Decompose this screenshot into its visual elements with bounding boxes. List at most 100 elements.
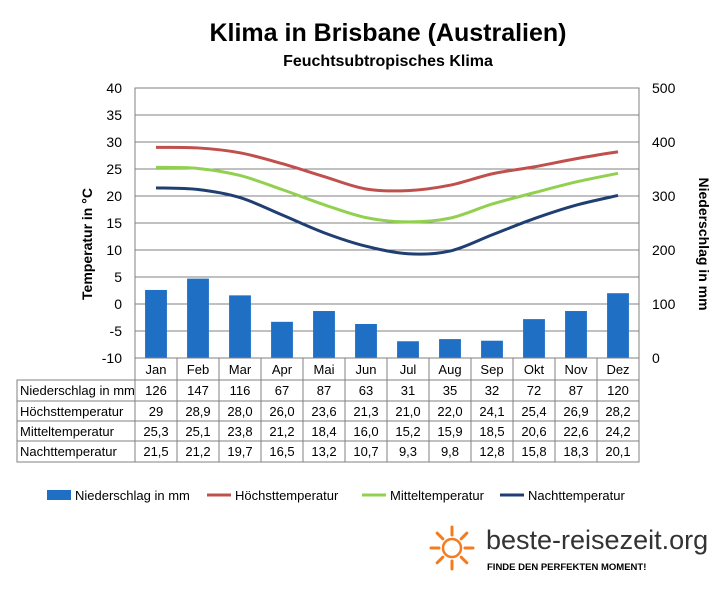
line-mitteltemperatur (155, 165, 619, 224)
sun-ray (435, 555, 445, 565)
brand-site-name: beste-reisezeit.org (486, 525, 708, 555)
legend-swatch (47, 490, 71, 500)
table-cell: 29 (149, 404, 163, 419)
line-höchsttemperatur (155, 145, 619, 193)
table-cell: 25,4 (521, 404, 546, 419)
sun-ray (459, 555, 469, 565)
grid-lines (135, 87, 639, 359)
table-cell: 22,0 (437, 404, 462, 419)
legend: Niederschlag in mm Höchsttemperatur Mittel… (47, 488, 625, 503)
bar-feb (187, 278, 209, 358)
month-label: Nov (564, 362, 588, 377)
bar-sep (481, 340, 503, 358)
left-tick-label: 40 (106, 80, 122, 96)
table-cell: 25,3 (143, 424, 168, 439)
table-cell: 13,2 (311, 444, 336, 459)
table-cell: 16,0 (353, 424, 378, 439)
left-tick-label: 35 (106, 107, 122, 123)
table-cell: 23,6 (311, 404, 336, 419)
chart-subtitle: Feuchtsubtropisches Klima (283, 53, 493, 70)
table-cell: 15,9 (437, 424, 462, 439)
table-cell: 9,3 (399, 444, 417, 459)
bar-apr (271, 321, 293, 358)
table-cell: 35 (443, 383, 457, 398)
table-cell: 28,9 (185, 404, 210, 419)
table-cell: 26,0 (269, 404, 294, 419)
right-tick-label: 300 (652, 188, 676, 204)
legend-label: Niederschlag in mm (75, 488, 190, 503)
left-axis-label: Temperatur in °C (79, 188, 95, 300)
table-cell: 31 (401, 383, 415, 398)
table-cell: 87 (569, 383, 583, 398)
left-tick-label: 5 (114, 269, 122, 285)
table-cell: 21,3 (353, 404, 378, 419)
bar-jan (145, 289, 167, 358)
table-cell: 10,7 (353, 444, 378, 459)
sun-icon (429, 525, 475, 571)
bar-mar (229, 295, 251, 358)
right-axis-label: Niederschlag in mm (696, 177, 712, 310)
month-label: Jan (146, 362, 167, 377)
table-cell: 126 (145, 383, 167, 398)
table-cell: 25,1 (185, 424, 210, 439)
table-cell: 15,8 (521, 444, 546, 459)
table-cell: 26,9 (563, 404, 588, 419)
table-cell: 120 (607, 383, 629, 398)
right-axis-ticks: 0 100 200 300 400 500 (652, 80, 676, 366)
left-tick-label: 0 (114, 296, 122, 312)
precipitation-bars (145, 278, 629, 358)
bar-jul (397, 341, 419, 358)
bar-aug (439, 339, 461, 358)
legend-label: Höchsttemperatur (235, 488, 339, 503)
right-tick-label: 400 (652, 134, 676, 150)
brand-tagline: FINDE DEN PERFEKTEN MOMENT! (487, 562, 646, 573)
row-header: Niederschlag in mm (20, 383, 135, 398)
month-label: Mar (229, 362, 252, 377)
table-cell: 24,1 (479, 404, 504, 419)
table-cell: 18,3 (563, 444, 588, 459)
bar-nov (565, 311, 587, 358)
month-label: Aug (438, 362, 461, 377)
table-cell: 21,5 (143, 444, 168, 459)
sun-ray (459, 531, 469, 541)
table-cell: 15,2 (395, 424, 420, 439)
table-cell: 32 (485, 383, 499, 398)
month-label: Dez (606, 362, 629, 377)
table-cell: 19,7 (227, 444, 252, 459)
table-cell: 9,8 (441, 444, 459, 459)
table-cell: 28,2 (605, 404, 630, 419)
row-header: Mitteltemperatur (20, 424, 115, 439)
table-cell: 21,2 (185, 444, 210, 459)
table-cell: 63 (359, 383, 373, 398)
sun-disc (441, 537, 463, 559)
month-label: Feb (187, 362, 209, 377)
right-tick-label: 500 (652, 80, 676, 96)
month-label: Jul (400, 362, 417, 377)
left-tick-label: 20 (106, 188, 122, 204)
row-header: Höchsttemperatur (20, 404, 124, 419)
table-cell: 20,1 (605, 444, 630, 459)
table-cell: 22,6 (563, 424, 588, 439)
table-cell: 20,6 (521, 424, 546, 439)
right-tick-label: 0 (652, 350, 660, 366)
table-cell: 28,0 (227, 404, 252, 419)
table-cell: 116 (230, 383, 251, 398)
table-cell: 24,2 (605, 424, 630, 439)
line-nachttemperatur (155, 186, 619, 256)
table-cell: 72 (527, 383, 541, 398)
bar-okt (523, 319, 545, 358)
table-cell: 67 (275, 383, 289, 398)
left-tick-label: 30 (106, 134, 122, 150)
right-tick-label: 200 (652, 242, 676, 258)
legend-label: Nachttemperatur (528, 488, 625, 503)
bar-mai (313, 311, 335, 358)
month-label: Apr (272, 362, 293, 377)
table-cell: 16,5 (269, 444, 294, 459)
brand-logo: beste-reisezeit.org FINDE DEN PERFEKTEN … (429, 525, 708, 573)
bar-dez (607, 293, 629, 358)
chart-title: Klima in Brisbane (Australien) (209, 19, 566, 47)
left-axis-ticks: -10 -5 0 5 10 15 20 25 30 35 40 (102, 80, 122, 366)
left-tick-label: -5 (110, 323, 123, 339)
month-label: Okt (524, 362, 545, 377)
